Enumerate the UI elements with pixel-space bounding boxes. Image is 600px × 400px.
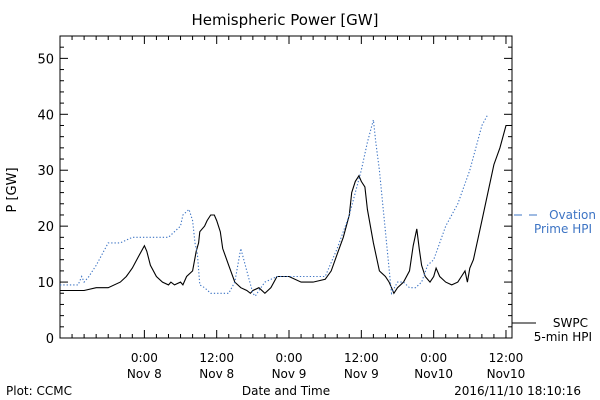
legend-label-swpc-line2: 5-min HPI: [534, 330, 592, 344]
plot-axes: 0 10 20 30 40 50 0:00 Nov 8 12:00 Nov 8 0:00 Nov 9 1…: [37, 35, 526, 381]
x-tick-time-label: 12:00: [199, 351, 234, 365]
y-axis-label: P [GW]: [5, 167, 20, 212]
series-layer: [60, 114, 512, 298]
x-tick-date-label: Nov 9: [344, 367, 379, 381]
legend-label-ovation-line1: Ovation: [549, 208, 596, 222]
x-tick-date-label: Nov 8: [127, 367, 162, 381]
y-tick-label: 30: [37, 164, 54, 179]
x-tick-date-label: Nov10: [414, 367, 453, 381]
legend-label-swpc-line1: SWPC: [553, 316, 588, 330]
x-tick-date-label: Nov 9: [272, 367, 307, 381]
y-tick-label: 40: [37, 108, 54, 123]
x-axis-label: Date and Time: [242, 384, 330, 398]
x-tick-time-label: 12:00: [344, 351, 379, 365]
x-tick-time-label: 12:00: [489, 351, 524, 365]
legend-label-ovation-line2: Prime HPI: [534, 222, 592, 236]
x-tick-date-label: Nov 8: [199, 367, 234, 381]
y-tick-label: 20: [37, 220, 54, 235]
footer-timestamp: 2016/11/10 18:10:16: [454, 384, 581, 398]
x-tick-time-label: 0:00: [131, 351, 158, 365]
chart-title: Hemispheric Power [GW]: [192, 11, 379, 29]
footer-left-text: Plot: CCMC: [6, 384, 72, 398]
x-tick-time-label: 0:00: [420, 351, 447, 365]
x-tick-date-label: Nov10: [487, 367, 526, 381]
series-line-swpc: [60, 124, 512, 295]
plot-frame: [59, 35, 513, 339]
y-tick-label: 10: [37, 276, 54, 291]
y-tick-label: 0: [46, 332, 54, 347]
y-tick-label: 50: [37, 52, 54, 67]
x-tick-time-label: 0:00: [276, 351, 303, 365]
